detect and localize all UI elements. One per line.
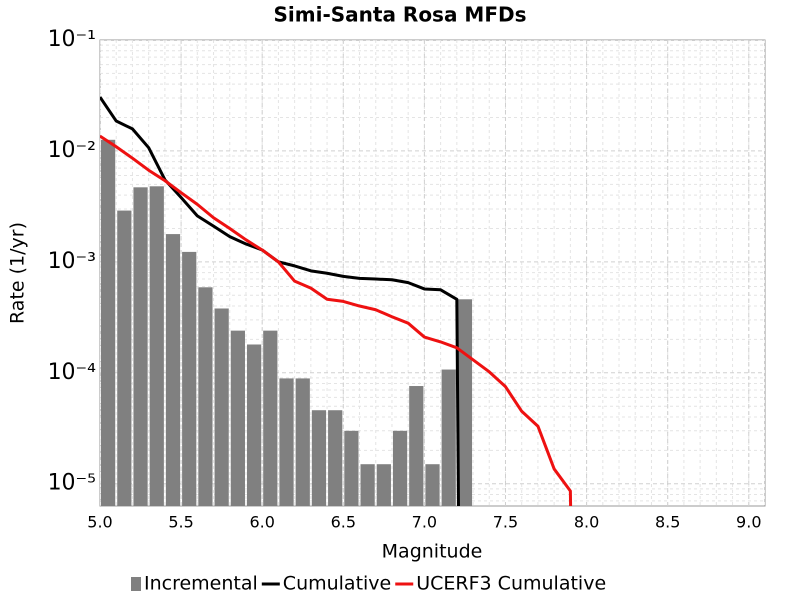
histogram-bar <box>246 344 262 506</box>
chart-title: Simi-Santa Rosa MFDs <box>274 3 527 27</box>
histogram-bar <box>149 186 164 506</box>
legend-swatch <box>131 577 141 591</box>
x-axis-label: Magnitude <box>382 541 483 563</box>
x-tick-label: 7.5 <box>493 513 518 532</box>
x-tick-label: 9.0 <box>736 513 761 532</box>
x-tick-label: 8.5 <box>655 513 680 532</box>
x-tick-label: 8.0 <box>574 513 599 532</box>
histogram-bar <box>295 378 310 506</box>
histogram-bar <box>279 378 294 506</box>
y-tick-label: 10⁻⁵ <box>48 471 96 496</box>
histogram-bar <box>457 299 473 506</box>
histogram-bar <box>198 287 213 506</box>
y-axis-label: Rate (1/yr) <box>7 222 29 324</box>
y-tick-label: 10⁻³ <box>48 249 96 274</box>
line-series <box>100 134 573 506</box>
x-tick-label: 6.5 <box>331 513 356 532</box>
histogram-bar <box>133 187 148 506</box>
y-tick-label: 10⁻² <box>48 138 96 163</box>
y-tick-label: 10⁻⁴ <box>48 360 97 385</box>
histogram-bar <box>311 410 327 506</box>
histogram-bar <box>263 330 278 506</box>
legend-label: UCERF3 Cumulative <box>416 573 606 595</box>
x-tick-label: 5.0 <box>87 513 112 532</box>
plot-layer <box>100 40 765 506</box>
histogram-bar <box>425 464 440 506</box>
histogram-bar <box>230 330 245 506</box>
histogram-bar <box>328 410 343 506</box>
x-tick-label: 7.0 <box>412 513 437 532</box>
y-tick-label: 10⁻¹ <box>48 27 96 52</box>
histogram-bar <box>182 251 197 506</box>
histogram-bar <box>344 430 359 506</box>
histogram-bar <box>165 234 181 506</box>
histogram-bar <box>101 139 116 506</box>
histogram-bar <box>360 464 375 506</box>
legend-label: Incremental <box>144 573 258 595</box>
legend-label: Cumulative <box>283 573 391 595</box>
histogram-bar <box>376 464 391 506</box>
x-tick-label: 6.0 <box>249 513 274 532</box>
x-tick-label: 5.5 <box>168 513 193 532</box>
histogram-bar <box>392 430 408 506</box>
line-series <box>100 96 460 506</box>
histogram-bar <box>441 369 456 506</box>
histogram-bar <box>409 386 424 506</box>
histogram-bar <box>214 308 229 506</box>
histogram-bar <box>117 210 132 506</box>
